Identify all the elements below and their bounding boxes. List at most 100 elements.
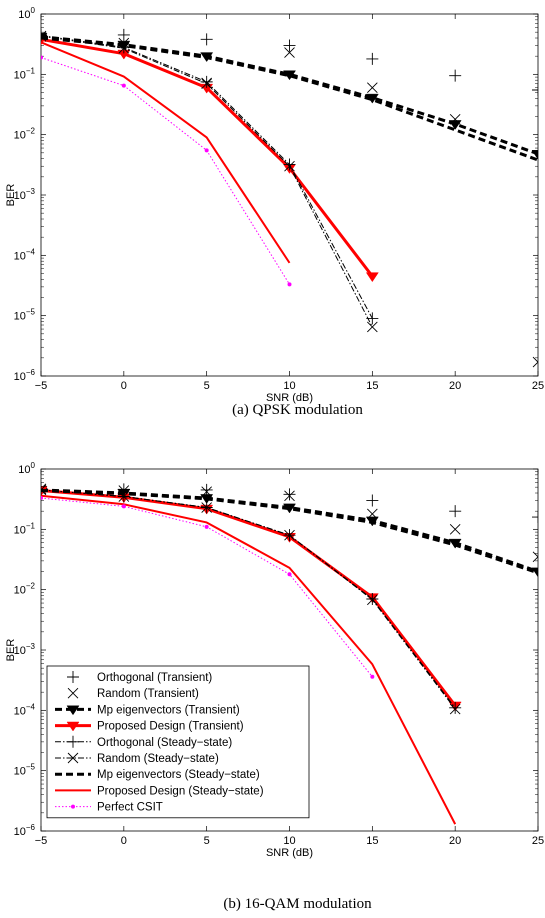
marker-dot xyxy=(121,83,126,88)
y-tick-label: 100 xyxy=(18,461,35,476)
legend-label: Random (Steady−state) xyxy=(97,753,219,765)
x-tick-label: 5 xyxy=(204,835,210,847)
legend-entry: Orthogonal (Transient) xyxy=(67,671,212,684)
y-tick-label: 100 xyxy=(18,6,35,21)
marker-dot xyxy=(287,282,292,287)
marker-plus xyxy=(117,28,130,41)
y-tick-base: 10 xyxy=(14,130,26,142)
marker-plus xyxy=(200,33,213,46)
y-tick-exponent: −2 xyxy=(26,582,36,591)
marker-plus xyxy=(449,69,462,82)
marker-triangle xyxy=(365,272,379,283)
marker-x xyxy=(201,78,212,89)
y-tick-label: 10−2 xyxy=(14,127,36,142)
marker-plus xyxy=(117,41,130,54)
y-tick-base: 10 xyxy=(14,250,26,262)
y-tick-label: 10−2 xyxy=(14,582,36,597)
x-tick-label: 0 xyxy=(121,835,127,847)
legend-entry: Random (Steady−state) xyxy=(55,752,219,765)
y-tick-exponent: −3 xyxy=(26,187,36,196)
y-tick-exponent: −1 xyxy=(26,521,36,530)
series-8 xyxy=(41,55,292,287)
x-tick-label: 25 xyxy=(532,380,544,392)
y-tick-base: 10 xyxy=(18,9,30,21)
y-axis-label: BER xyxy=(5,184,17,207)
legend-label: Mp eigenvectors (Transient) xyxy=(97,704,240,716)
marker-x xyxy=(284,490,295,502)
x-tick-label: 20 xyxy=(449,835,461,847)
legend-label: Orthogonal (Transient) xyxy=(97,672,212,684)
y-tick-exponent: −6 xyxy=(26,823,36,832)
marker-plus xyxy=(449,701,462,714)
marker-x xyxy=(532,551,538,563)
y-tick-exponent: 0 xyxy=(31,461,36,470)
marker-plus xyxy=(283,158,296,171)
series-1 xyxy=(41,31,538,368)
y-tick-base: 10 xyxy=(14,705,26,717)
series-6 xyxy=(41,36,538,162)
figure-caption: (a) QPSK modulation xyxy=(232,402,363,418)
y-tick-label: 10−6 xyxy=(14,823,36,838)
x-tick-label: 25 xyxy=(532,835,544,847)
series-line xyxy=(41,35,538,156)
series-line xyxy=(41,489,457,707)
y-tick-exponent: −1 xyxy=(26,66,36,75)
marker-plus xyxy=(449,505,462,518)
plot-area xyxy=(41,28,538,368)
legend-label: Proposed Design (Steady−state) xyxy=(97,785,264,797)
series-8 xyxy=(41,496,375,679)
marker-plus xyxy=(283,39,296,52)
marker-dot xyxy=(121,504,126,509)
marker-dot xyxy=(41,55,43,60)
series-7 xyxy=(41,494,457,825)
marker-plus xyxy=(532,511,538,524)
series-6 xyxy=(41,489,538,575)
y-tick-base: 10 xyxy=(14,69,26,81)
legend-entry: Perfect CSIT xyxy=(55,802,163,814)
series-7 xyxy=(41,41,291,264)
y-tick-label: 10−3 xyxy=(14,187,36,202)
y-tick-label: 10−4 xyxy=(14,702,36,717)
legend-entry: Mp eigenvectors (Transient) xyxy=(55,704,240,716)
marker-x xyxy=(367,321,378,333)
series-line xyxy=(41,489,456,710)
series-line xyxy=(41,494,457,825)
x-tick-label: 5 xyxy=(204,380,210,392)
legend-entry: Mp eigenvectors (Steady−state) xyxy=(55,769,260,781)
y-tick-exponent: 0 xyxy=(31,6,36,15)
marker-triangle xyxy=(66,705,80,716)
y-tick-exponent: −4 xyxy=(26,702,36,711)
marker-x xyxy=(67,752,79,764)
x-tick-label: 10 xyxy=(283,835,295,847)
y-tick-exponent: −5 xyxy=(26,763,36,772)
marker-x xyxy=(449,524,461,535)
chart-1: −5 0 5 10 15 20 2510−610−510−410−310−210−1100S… xyxy=(5,461,544,912)
marker-plus xyxy=(366,593,379,606)
series-line xyxy=(41,41,291,264)
y-tick-base: 10 xyxy=(14,190,26,202)
marker-dot xyxy=(287,572,292,577)
legend-label: Proposed Design (Transient) xyxy=(97,721,244,733)
y-tick-label: 10−1 xyxy=(14,521,36,536)
marker-triangle xyxy=(531,150,538,160)
y-tick-exponent: −2 xyxy=(26,127,36,136)
marker-dot xyxy=(204,148,209,153)
marker-dot xyxy=(204,524,209,529)
y-tick-exponent: −5 xyxy=(26,308,36,317)
chart-0: −5 0 5 10 15 20 2510−610−510−410−310−210−1100S… xyxy=(5,6,544,418)
series-line xyxy=(41,57,290,285)
legend: Orthogonal (Transient) Random (Transient)… xyxy=(46,665,310,819)
marker-triangle xyxy=(448,120,462,130)
figure-caption: (b) 16-QAM modulation xyxy=(223,896,372,912)
marker-x xyxy=(367,594,378,606)
legend-label: Random (Transient) xyxy=(97,688,199,700)
marker-dot xyxy=(71,804,75,809)
legend-label: Perfect CSIT xyxy=(97,802,163,814)
y-tick-base: 10 xyxy=(14,371,26,383)
y-tick-label: 10−5 xyxy=(14,308,36,323)
y-tick-base: 10 xyxy=(14,826,26,838)
marker-x xyxy=(41,484,47,496)
marker-x xyxy=(201,502,212,513)
legend-entry: Random (Transient) xyxy=(67,687,199,700)
y-tick-exponent: −4 xyxy=(26,247,36,256)
